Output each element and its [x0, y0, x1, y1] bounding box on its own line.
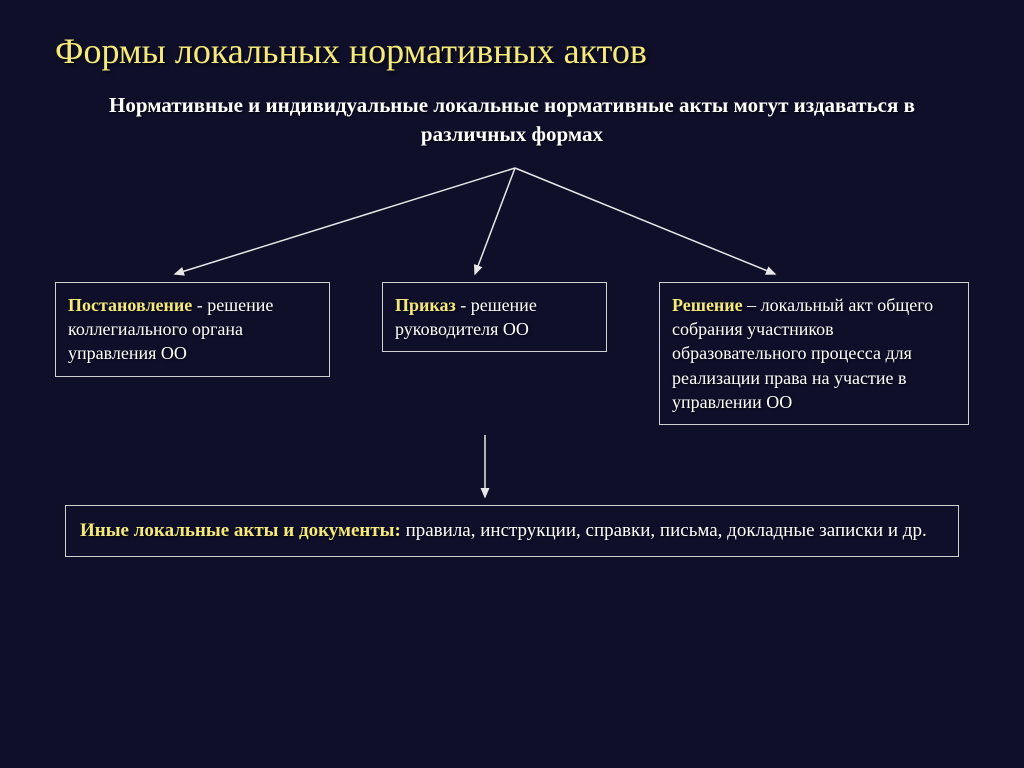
term-bottom: Иные локальные акты и документы: — [80, 520, 401, 541]
term-postanovlenie: Постановление — [68, 295, 192, 315]
branching-arrows — [55, 162, 969, 282]
down-arrow-region — [55, 435, 969, 505]
slide-title: Формы локальных нормативных актов — [55, 30, 969, 73]
bottom-box: Иные локальные акты и документы: правила… — [65, 505, 959, 557]
text-bottom: правила, инструкции, справки, письма, до… — [401, 520, 927, 541]
box-prikaz: Приказ - решение руководителя ОО — [382, 282, 607, 353]
slide: Формы локальных нормативных актов Нормат… — [0, 0, 1024, 768]
boxes-row: Постановление - решение коллегиального о… — [55, 282, 969, 425]
box-reshenie: Решение – локальный акт общего собрания … — [659, 282, 969, 425]
term-reshenie: Решение — [672, 295, 743, 315]
box-postanovlenie: Постановление - решение коллегиального о… — [55, 282, 330, 377]
slide-subtitle: Нормативные и индивидуальные локальные н… — [95, 91, 929, 148]
term-prikaz: Приказ — [395, 295, 456, 315]
